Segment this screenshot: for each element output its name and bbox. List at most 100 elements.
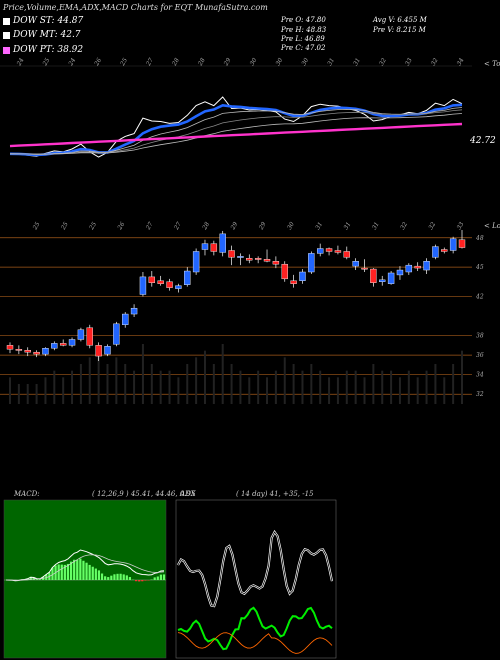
candle-body (423, 261, 430, 271)
volume-bar (319, 370, 322, 404)
dow-st-swatch (3, 18, 10, 25)
candle-body (272, 261, 280, 265)
volume-bar (203, 350, 206, 404)
volume-bar (407, 370, 410, 404)
candle-body (166, 281, 173, 288)
candle-body (157, 280, 164, 284)
volume-bar (283, 357, 286, 404)
volume-bar (124, 364, 127, 404)
volume-bar (212, 364, 215, 404)
price-panel: < Lowes 48 45 42 38 36 34 32 (0, 222, 500, 404)
adx-plus-di-line (177, 606, 333, 651)
ema-top-tick: 32 (378, 57, 388, 67)
macd-signal-line (6, 554, 165, 581)
chart-title: Price,Volume,EMA,ADX,MACD Charts for EQT… (3, 3, 268, 12)
ema-top-tick: 30 (300, 57, 310, 67)
price-grid: 48 45 42 38 36 34 32 (0, 235, 484, 398)
adx-minus-di-line (177, 632, 333, 654)
candle-body (201, 243, 209, 250)
ema-top-tick: 34 (456, 57, 466, 67)
stat-close: Pre C: 47.02 (281, 44, 326, 52)
ema-top-tick: 28 (170, 57, 180, 68)
volume-bar (133, 370, 136, 404)
volume-bar (390, 370, 393, 404)
volume-bar (97, 350, 100, 404)
price-y-tick: 36 (476, 352, 484, 359)
candle-body (237, 256, 244, 258)
ema-bottom-tick: 33 (456, 221, 466, 231)
ema-short-line (9, 103, 463, 157)
stat-pre-volume: Pre V: 8.215 M (373, 26, 426, 34)
candle-body (77, 329, 85, 340)
ema-top-tick: 26 (93, 57, 103, 68)
volume-bar (9, 377, 11, 404)
volume-bar (372, 364, 375, 404)
volume-bar (62, 377, 65, 404)
volume-bar (398, 377, 401, 404)
candle-body (449, 238, 457, 251)
candle-body (33, 351, 40, 355)
dow-pt-label: DOW PT: 38.92 (13, 45, 84, 55)
candle-body (42, 348, 49, 355)
volume-bar (443, 377, 446, 404)
candle-body (228, 250, 235, 258)
candles (6, 229, 466, 361)
candle-body (148, 276, 156, 283)
candle-body (175, 285, 182, 289)
candle-body (246, 258, 253, 261)
dow-mt-swatch (3, 32, 10, 39)
price-y-tick: 32 (476, 391, 484, 398)
ema-bottom-tick: 29 (229, 221, 239, 232)
volume-bar (106, 364, 109, 404)
ema-top-tick: 28 (196, 57, 206, 68)
ema-long-line-1 (10, 113, 463, 155)
candle-body (352, 261, 359, 267)
volume-bar (177, 377, 180, 404)
stat-low: Pre L: 46.89 (281, 35, 325, 43)
volume-bar (195, 357, 198, 404)
ema-top-tick: 30 (274, 57, 284, 67)
volume-bar (266, 377, 269, 404)
candle-body (308, 253, 315, 273)
ema-top-tick: 24 (67, 57, 77, 68)
volume-bar (44, 377, 47, 404)
ema-bottom-ticks: 25 25 25 26 27 27 28 29 29 30 31 31 31 32 32 33 (31, 221, 465, 232)
ema-value-label: 42.72 (469, 136, 496, 146)
price-y-tick: 48 (475, 235, 484, 242)
ema-bottom-tick: 32 (427, 221, 437, 231)
candle-body (6, 345, 14, 350)
candle-body (192, 251, 200, 273)
volume-bar (425, 370, 428, 404)
volume-bar (186, 364, 189, 404)
volume-bar (53, 370, 56, 404)
ema-bottom-tick: 29 (257, 221, 267, 232)
candle-body (86, 327, 93, 346)
macd-params: ( 12,26,9 ) 45.41, 44.46, 0.95 (92, 490, 196, 498)
candle-body (379, 279, 386, 282)
candle-body (184, 270, 191, 285)
candle-body (130, 307, 138, 315)
volume-bar (141, 344, 144, 404)
volume-bars (9, 344, 463, 404)
ema-bottom-tick: 27 (173, 221, 183, 232)
candle-body (405, 264, 413, 273)
candle-body (15, 349, 23, 351)
candle-body (334, 250, 342, 253)
price-axis-label: < Lowes (484, 222, 500, 230)
volume-bar (230, 364, 233, 404)
volume-bar (381, 370, 384, 404)
candle-body (51, 343, 58, 349)
candle-body (387, 272, 395, 284)
candle-body (325, 248, 333, 252)
volume-bar (354, 370, 357, 404)
ema-pivot-line (9, 122, 463, 148)
candle-body (441, 249, 448, 252)
ema-top-tick: 24 (15, 57, 25, 68)
candle-body (370, 268, 377, 283)
ema-bottom-tick: 25 (88, 221, 98, 232)
ema-top-tick: 32 (430, 57, 440, 67)
candle-body (316, 248, 324, 254)
ema-bottom-tick: 25 (31, 221, 41, 232)
candle-body (281, 263, 288, 280)
volume-bar (336, 377, 339, 404)
